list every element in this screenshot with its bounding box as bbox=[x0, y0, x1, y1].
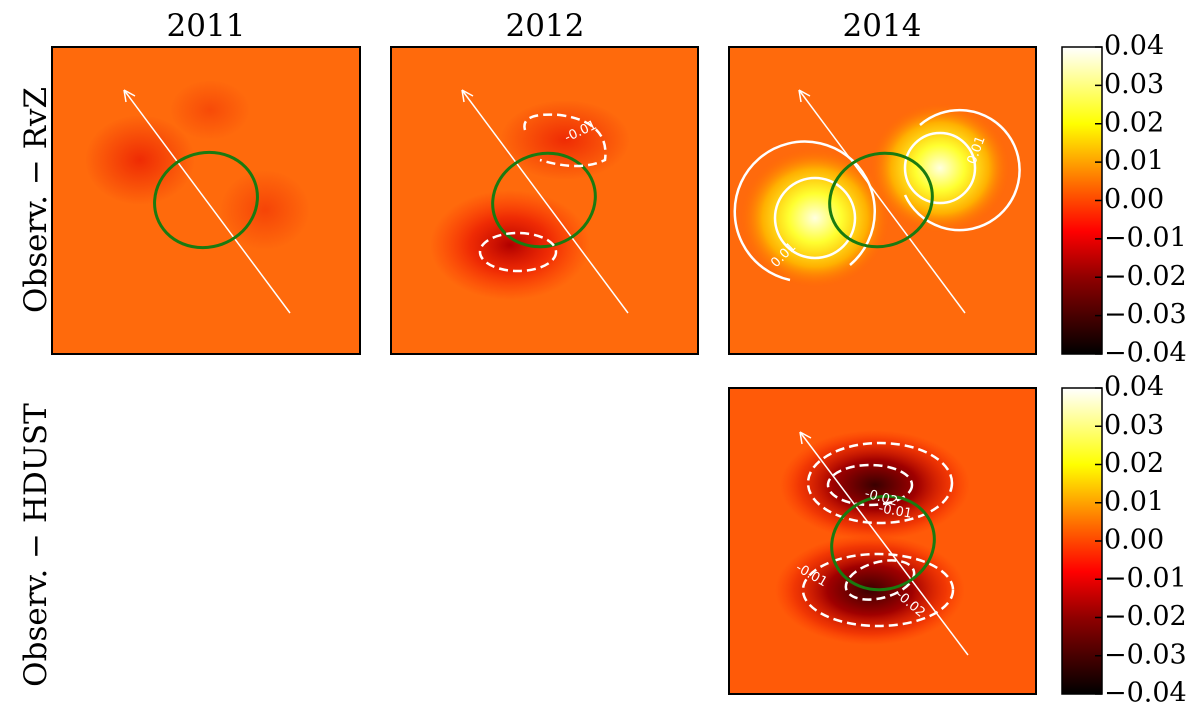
heatmap-panel bbox=[728, 387, 1037, 695]
colorbar-tick-label: −0.01 bbox=[1104, 222, 1187, 253]
colorbar-tick-label: 0.01 bbox=[1104, 486, 1164, 517]
heatmap-panel bbox=[51, 46, 361, 355]
colorbar-tick-label: −0.01 bbox=[1104, 563, 1187, 594]
colorbar-tick-label: 0.00 bbox=[1104, 184, 1164, 215]
colorbar-tick-label: −0.04 bbox=[1104, 338, 1187, 369]
row-label: Observ. − HDUST bbox=[18, 403, 54, 687]
heatmap-panel bbox=[390, 46, 699, 355]
colorbar-tick-label: 0.03 bbox=[1104, 410, 1164, 441]
heatmap-panel bbox=[728, 46, 1037, 355]
column-title: 2011 bbox=[167, 8, 246, 44]
column-title: 2012 bbox=[506, 8, 585, 44]
colorbar-tick-label: 0.00 bbox=[1104, 525, 1164, 556]
colorbar-tick-label: 0.02 bbox=[1104, 448, 1164, 479]
row-label: Observ. − RvZ bbox=[18, 87, 54, 313]
colorbar-tick-label: −0.02 bbox=[1104, 601, 1187, 632]
colorbar-tick-label: 0.04 bbox=[1104, 31, 1164, 62]
colorbar-tick-label: 0.03 bbox=[1104, 69, 1164, 100]
colorbar-tick-label: 0.02 bbox=[1104, 107, 1164, 138]
contour-label: -0.01 bbox=[877, 501, 913, 522]
colorbar-tick-label: −0.02 bbox=[1104, 261, 1187, 292]
colorbar-tick-label: 0.01 bbox=[1104, 146, 1164, 177]
colorbar-tick-label: 0.04 bbox=[1104, 372, 1164, 403]
colorbar-tick-label: −0.04 bbox=[1104, 678, 1187, 709]
colorbar-tick-label: −0.03 bbox=[1104, 639, 1187, 670]
colorbar-tick-label: −0.03 bbox=[1104, 299, 1187, 330]
column-title: 2014 bbox=[843, 8, 922, 44]
